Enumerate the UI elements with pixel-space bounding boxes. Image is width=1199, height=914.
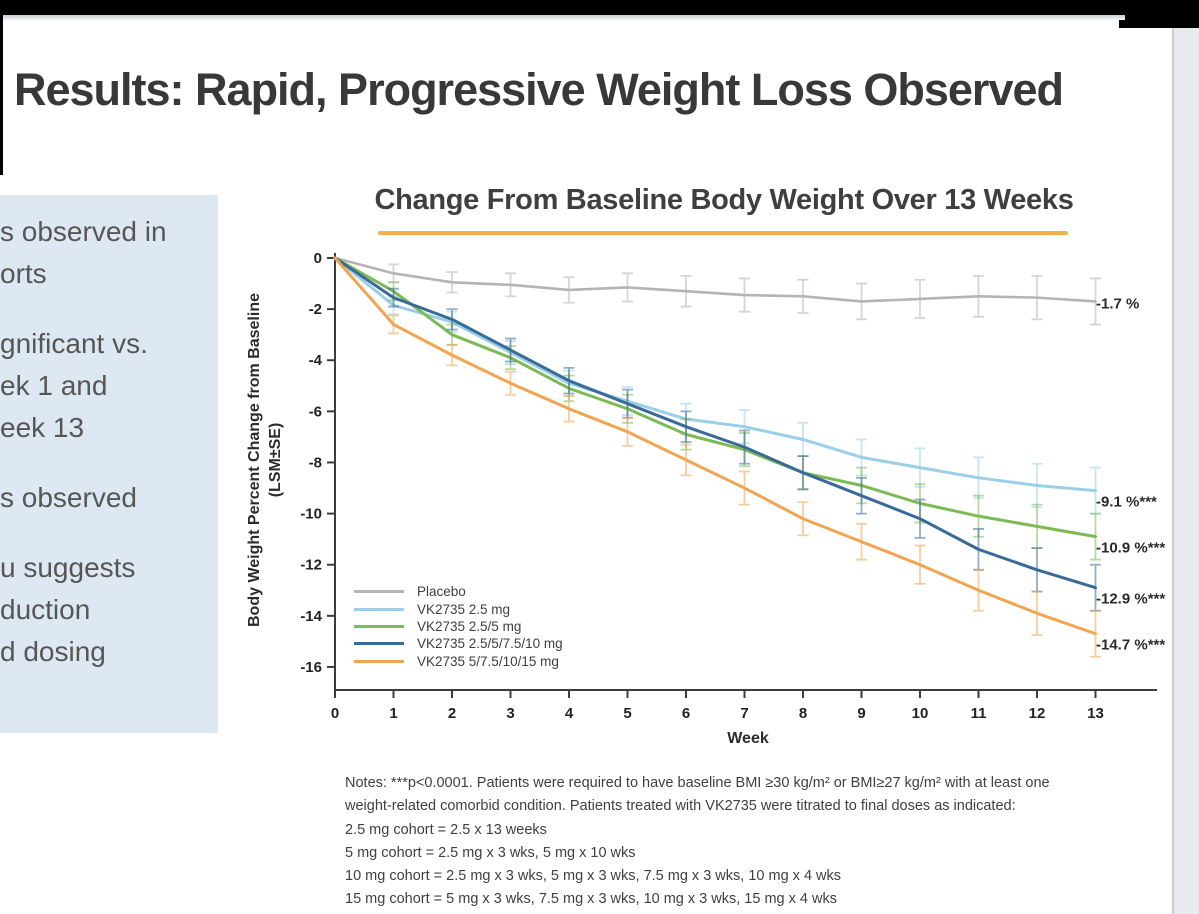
sidebar-text-line: ek 1 and — [0, 370, 108, 401]
y-axis-title: Body Weight Percent Change from Baseline… — [244, 225, 288, 695]
sidebar-text-line: s observed — [0, 482, 137, 513]
sidebar-text-line: d dosing — [0, 636, 106, 667]
legend-color-swatch — [354, 659, 404, 663]
sidebar-text-line: gnificant vs. — [0, 328, 148, 359]
legend-row: VK2735 5/7.5/10/15 mg — [354, 653, 563, 670]
scrollbar-gutter[interactable] — [1172, 28, 1199, 914]
key-points-panel: s observed in orts gnificant vs. ek 1 and ee… — [0, 195, 218, 733]
legend-row: Placebo — [354, 583, 563, 600]
legend-label: VK2735 2.5/5/7.5/10 mg — [417, 636, 563, 652]
legend-color-swatch — [354, 607, 404, 611]
legend-color-swatch — [354, 642, 404, 646]
notes-line: 15 mg cohort = 5 mg x 3 wks, 7.5 mg x 3 … — [345, 891, 837, 908]
chart-legend: Placebo VK2735 2.5 mg VK2735 2.5/5 mg VK273… — [354, 583, 563, 670]
y-axis-title-line1: Body Weight Percent Change from Baseline — [246, 293, 263, 627]
notes-line: 5 mg cohort = 2.5 mg x 3 wks, 5 mg x 10 … — [345, 844, 636, 861]
notes-line: 10 mg cohort = 2.5 mg x 3 wks, 5 mg x 3 … — [345, 868, 842, 885]
page-left-edge — [0, 15, 3, 175]
window-top-bar-right — [1119, 0, 1199, 28]
sidebar-text-line: eek 13 — [0, 412, 85, 443]
legend-color-swatch — [354, 590, 404, 594]
legend-label: VK2735 2.5/5 mg — [417, 618, 522, 634]
sidebar-text-line: s observed in — [0, 216, 167, 247]
legend-label: VK2735 5/7.5/10/15 mg — [417, 653, 559, 669]
sidebar-text-line: duction — [0, 594, 91, 625]
legend-label: VK2735 2.5 mg — [417, 601, 511, 617]
notes-line: Notes: ***p<0.0001. Patients were requir… — [345, 775, 1050, 791]
legend-row: VK2735 2.5 mg — [354, 600, 563, 617]
y-axis-title-line2: (LSM±SE) — [267, 422, 284, 498]
legend-label: Placebo — [417, 584, 466, 600]
sidebar-text-line: orts — [0, 258, 47, 289]
legend-row: VK2735 2.5/5 mg — [354, 618, 563, 635]
sidebar-text-group: s observed in orts — [0, 211, 218, 295]
x-axis-title: Week — [727, 730, 769, 747]
window-top-bar — [0, 0, 1199, 15]
legend-color-swatch — [354, 624, 404, 628]
sidebar-text-line: u suggests — [0, 552, 136, 583]
chart-title-underline — [378, 231, 1068, 235]
chart-notes: Notes: ***p<0.0001. Patients were requir… — [345, 772, 1145, 912]
sidebar-text-group: u suggests duction d dosing — [0, 547, 218, 673]
notes-line: weight-related comorbid condition. Patie… — [345, 798, 1016, 815]
legend-row: VK2735 2.5/5/7.5/10 mg — [354, 635, 563, 652]
sidebar-text-group: s observed — [0, 477, 218, 519]
sidebar-text-group: gnificant vs. ek 1 and eek 13 — [0, 323, 218, 449]
notes-line: 2.5 mg cohort = 2.5 x 13 weeks — [345, 821, 547, 838]
chart-title: Change From Baseline Body Weight Over 13… — [374, 184, 1074, 216]
page-top-edge-shadow — [0, 15, 1125, 20]
slide-title: Results: Rapid, Progressive Weight Loss … — [14, 64, 1064, 115]
